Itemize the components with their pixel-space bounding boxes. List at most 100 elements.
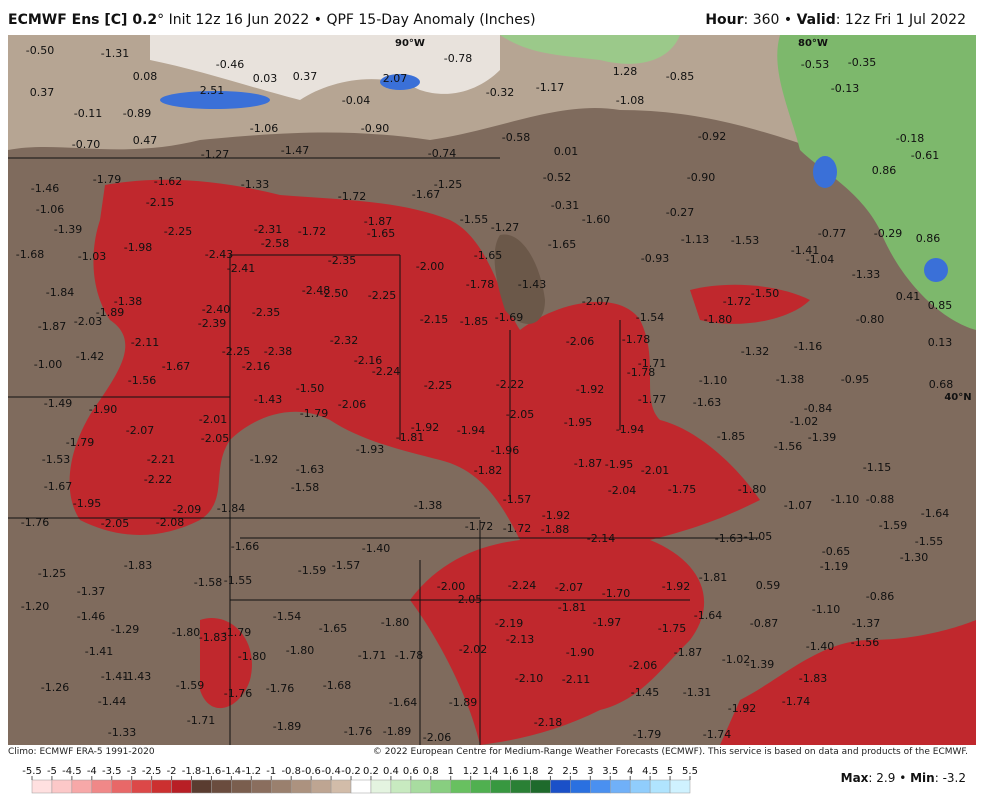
legend-tick-label: 1.8 <box>523 766 539 777</box>
anomaly-label: -2.24 <box>508 579 536 592</box>
anomaly-label: -1.78 <box>466 278 494 291</box>
graticule-label: 80°W <box>798 38 828 49</box>
anomaly-label: -1.26 <box>41 681 69 694</box>
legend-cell <box>310 779 332 794</box>
anomaly-label: -0.52 <box>543 171 571 184</box>
anomaly-label: -0.46 <box>216 58 244 71</box>
anomaly-label: 1.28 <box>613 65 638 78</box>
anomaly-label: -1.55 <box>460 213 488 226</box>
anomaly-label: -1.56 <box>128 374 156 387</box>
anomaly-label: -1.89 <box>96 306 124 319</box>
anomaly-label: -2.16 <box>242 360 270 373</box>
legend-cell <box>510 779 531 794</box>
anomaly-label: -1.92 <box>728 702 756 715</box>
anomaly-label: 0.86 <box>916 232 941 245</box>
anomaly-label: -1.29 <box>111 623 139 636</box>
legend-tick-label: -5 <box>47 766 57 777</box>
anomaly-label: -1.38 <box>776 373 804 386</box>
anomaly-label: -1.06 <box>36 203 64 216</box>
anomaly-label: -1.71 <box>638 357 666 370</box>
anomaly-label: -2.19 <box>495 617 523 630</box>
anomaly-label: -2.48 <box>302 284 330 297</box>
separator: • <box>899 771 906 785</box>
anomaly-label: -1.97 <box>593 616 621 629</box>
anomaly-label: -1.63 <box>693 396 721 409</box>
legend-cell <box>31 779 53 794</box>
anomaly-label: -1.37 <box>77 585 105 598</box>
map-green-region <box>500 35 680 64</box>
legend-cell <box>211 779 232 794</box>
anomaly-label: -2.40 <box>202 303 230 316</box>
anomaly-label: -1.83 <box>199 631 227 644</box>
anomaly-label: -1.55 <box>224 574 252 587</box>
legend-tick-label: -4.5 <box>62 766 82 777</box>
model: ECMWF Ens [C] 0.2 <box>8 12 158 28</box>
anomaly-label: -1.72 <box>503 522 531 535</box>
anomaly-label: 0.85 <box>928 299 953 312</box>
anomaly-label: -1.83 <box>124 559 152 572</box>
legend-tick-label: 0.8 <box>423 766 439 777</box>
anomaly-label: -1.72 <box>465 520 493 533</box>
legend-tick-label: 4 <box>627 766 633 777</box>
anomaly-label: -1.58 <box>194 576 222 589</box>
anomaly-label: -2.08 <box>156 516 184 529</box>
anomaly-label: -1.65 <box>474 249 502 262</box>
anomaly-label: -0.89 <box>123 107 151 120</box>
anomaly-label: -0.78 <box>444 52 472 65</box>
anomaly-label: -2.06 <box>566 335 594 348</box>
legend-tick-label: -1.4 <box>222 766 242 777</box>
map-red-region <box>720 620 976 745</box>
anomaly-label: 0.47 <box>133 134 158 147</box>
legend-tick-label: 1.2 <box>463 766 479 777</box>
anomaly-label: -1.79 <box>300 407 328 420</box>
legend-tick-label: -1.6 <box>202 766 222 777</box>
anomaly-label: -0.58 <box>502 131 530 144</box>
map-blue-patch <box>813 156 837 188</box>
anomaly-label: -1.25 <box>38 567 66 580</box>
anomaly-label: -2.15 <box>420 313 448 326</box>
anomaly-label: -1.66 <box>231 540 259 553</box>
anomaly-label: -1.92 <box>576 383 604 396</box>
anomaly-label: -1.83 <box>799 672 827 685</box>
legend-cell <box>330 779 352 794</box>
anomaly-label: -1.55 <box>915 535 943 548</box>
map-green-region <box>777 35 976 330</box>
hour: : 360 <box>743 12 780 28</box>
anomaly-label: 0.86 <box>872 164 897 177</box>
legend-tick-label: 4.5 <box>642 766 658 777</box>
anomaly-label: 0.41 <box>896 290 921 303</box>
anomaly-label: -1.87 <box>674 646 702 659</box>
anomaly-label: -0.18 <box>896 132 924 145</box>
anomaly-label: -1.74 <box>782 695 810 708</box>
anomaly-label: -1.59 <box>176 679 204 692</box>
graticule-label: 40°N <box>944 392 971 403</box>
anomaly-label: -1.95 <box>564 416 592 429</box>
legend-cell <box>410 779 432 794</box>
legend-cell <box>590 779 611 794</box>
anomaly-label: -1.92 <box>411 421 439 434</box>
anomaly-label: -2.05 <box>506 408 534 421</box>
anomaly-label: -1.64 <box>921 507 949 520</box>
anomaly-label: -0.95 <box>841 373 869 386</box>
max-label: Max <box>841 771 869 785</box>
anomaly-label: -2.41 <box>227 262 255 275</box>
anomaly-label: -1.84 <box>46 286 74 299</box>
anomaly-label: -0.86 <box>866 590 894 603</box>
legend-tick-label: 1.6 <box>503 766 519 777</box>
anomaly-label: -1.39 <box>54 223 82 236</box>
anomaly-label: -1.03 <box>78 250 106 263</box>
anomaly-label: -1.96 <box>491 444 519 457</box>
anomaly-label: -2.25 <box>164 225 192 238</box>
anomaly-label: -1.80 <box>238 650 266 663</box>
anomaly-label: -0.77 <box>818 227 846 240</box>
anomaly-label: -1.89 <box>273 720 301 733</box>
anomaly-label: -1.02 <box>722 653 750 666</box>
anomaly-label: -1.41 <box>791 244 819 257</box>
anomaly-label: -1.56 <box>851 636 879 649</box>
anomaly-label: -1.38 <box>414 499 442 512</box>
anomaly-label: -1.76 <box>266 682 294 695</box>
anomaly-label: -2.35 <box>328 254 356 267</box>
legend-tick-label: -3 <box>127 766 137 777</box>
anomaly-label: -2.31 <box>254 223 282 236</box>
anomaly-label: -1.84 <box>217 502 245 515</box>
